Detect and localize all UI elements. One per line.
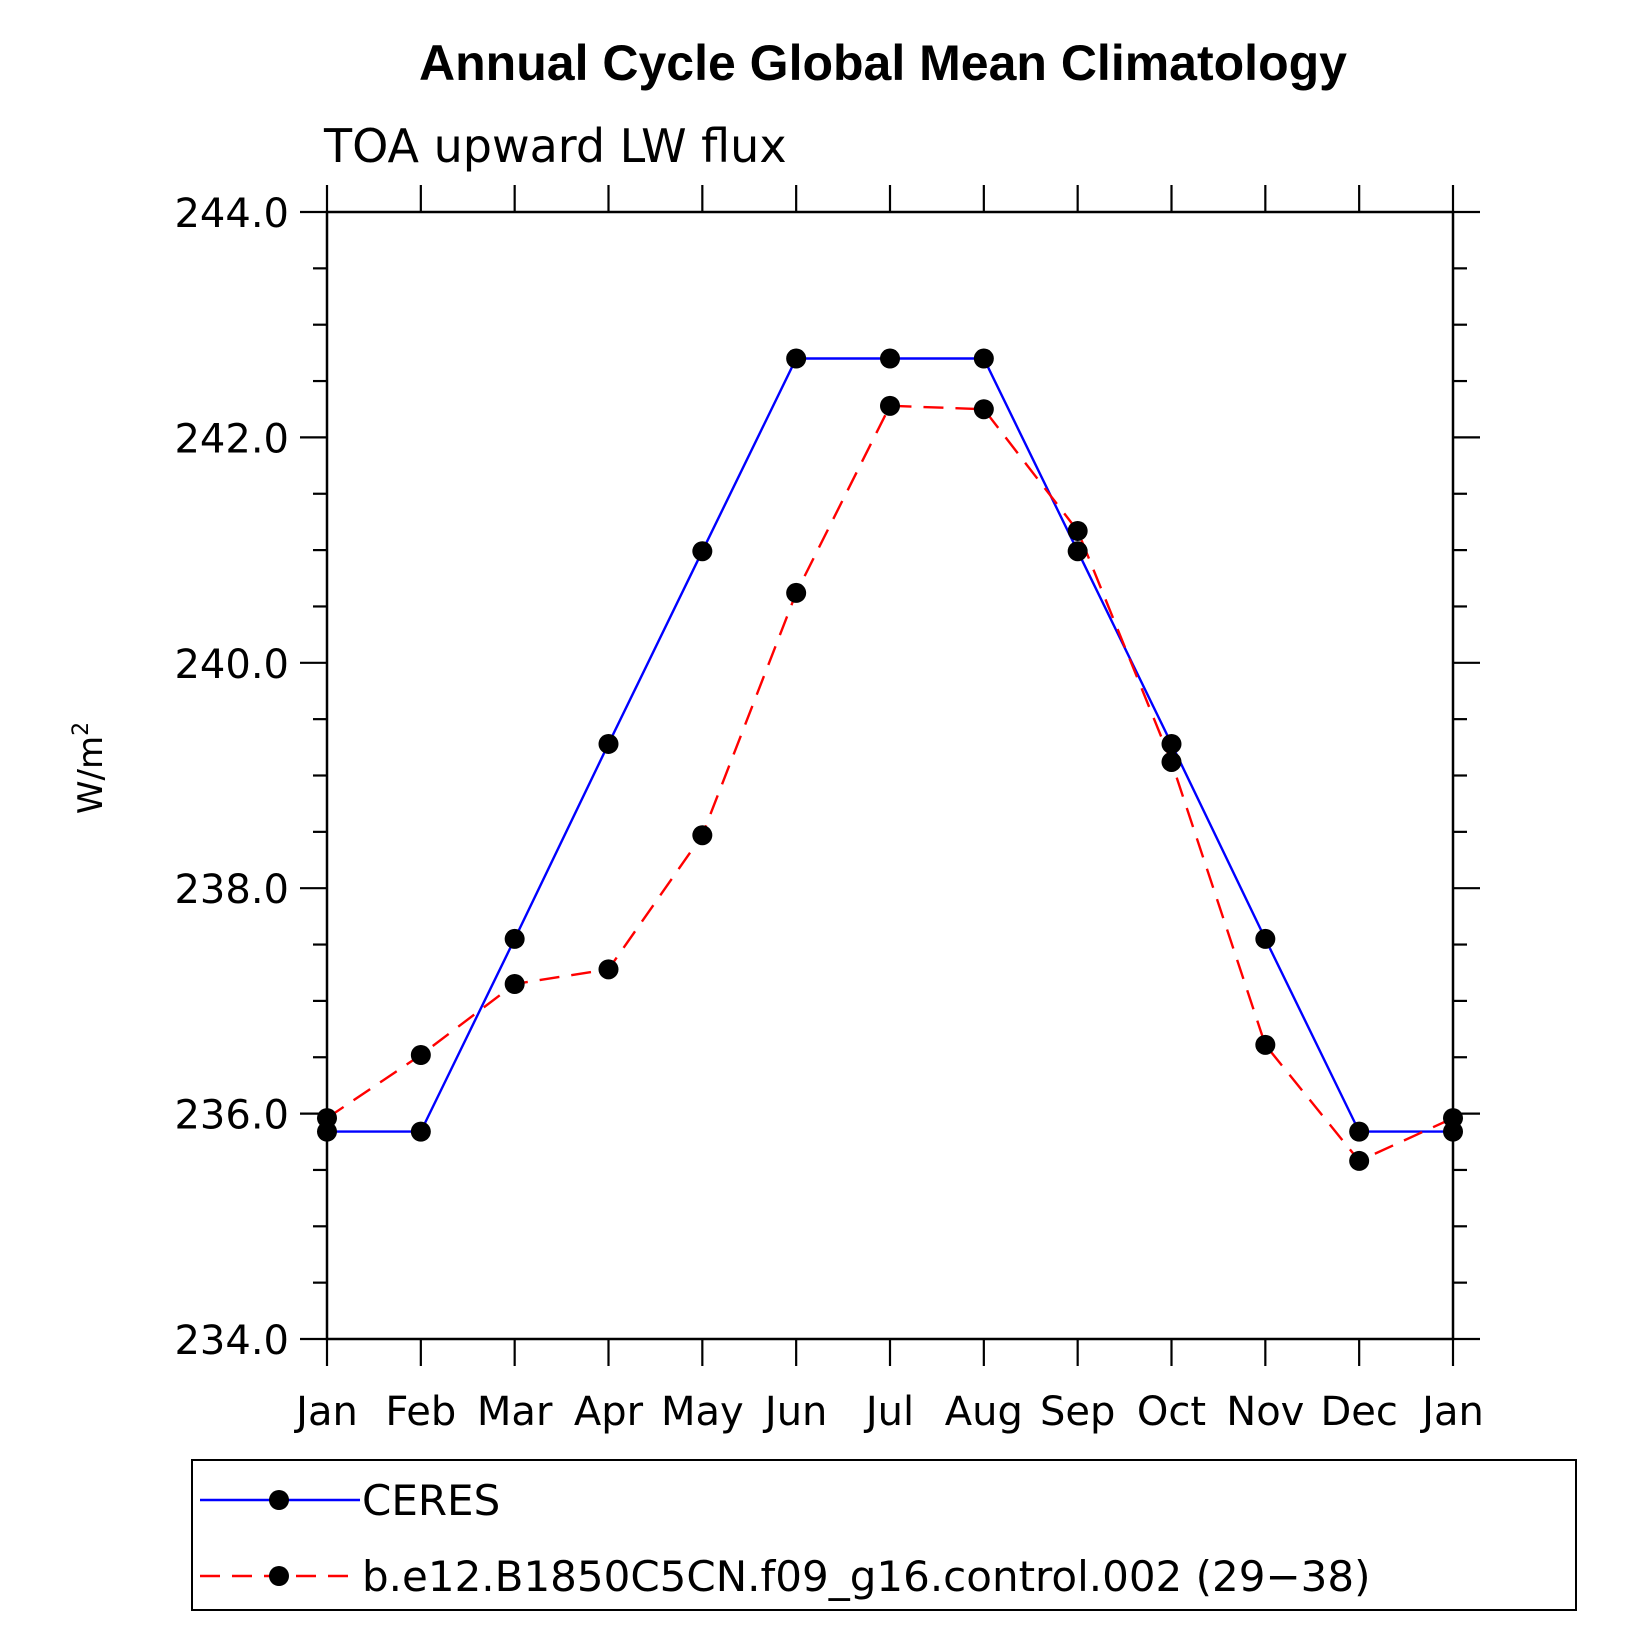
series-0-point	[973, 348, 994, 369]
x-tick-label: Jan	[1419, 1389, 1484, 1435]
plot-axes	[325, 210, 1455, 1341]
series-0-point	[880, 348, 900, 369]
series-1-point	[786, 582, 807, 603]
series-1-point	[1161, 751, 1182, 772]
series-1-point	[1443, 1108, 1463, 1129]
series-0-point	[1067, 541, 1088, 562]
series-1-point	[973, 399, 994, 420]
series-1-point	[1255, 1034, 1276, 1055]
series-0-point	[1349, 1121, 1370, 1142]
series-0-point	[692, 541, 713, 562]
x-tick-label: Apr	[574, 1389, 644, 1435]
x-tick-label: Jun	[762, 1389, 828, 1435]
y-tick-label: 236.0	[174, 1093, 289, 1139]
series-1-point	[504, 973, 525, 994]
legend-marker-model	[269, 1566, 289, 1586]
y-axis-label: W/m2	[69, 722, 111, 814]
axis-ticks	[300, 185, 1480, 1366]
series-1-point	[598, 959, 619, 980]
y-axis-label-unit: W/m	[71, 736, 111, 814]
plot-frame	[325, 210, 1455, 1341]
series-0-point	[1161, 733, 1182, 754]
series-layer	[317, 348, 1463, 1171]
x-tick-label: Jul	[863, 1389, 914, 1435]
x-tick-label: Sep	[1040, 1389, 1115, 1435]
x-tick-label: May	[661, 1389, 744, 1435]
legend-label-ceres: CERES	[362, 1476, 500, 1525]
y-tick-label: 242.0	[174, 416, 289, 462]
x-tick-label: Oct	[1137, 1389, 1206, 1435]
series-0-point	[504, 928, 525, 949]
series-1-point	[692, 825, 713, 846]
legend-marker-ceres	[269, 1490, 289, 1510]
series-0-point	[598, 733, 619, 754]
series-line-0	[327, 357, 1453, 1133]
legend: CERES b.e12.B1850C5CN.f09_g16.control.00…	[191, 1459, 1577, 1611]
series-0-point	[410, 1121, 431, 1142]
series-1-point	[880, 395, 900, 416]
series-1-point	[1067, 520, 1088, 541]
chart-title: Annual Cycle Global Mean Climatology	[419, 35, 1347, 91]
y-tick-label: 234.0	[174, 1318, 289, 1364]
series-1-point	[1349, 1150, 1370, 1171]
y-axis-label-exponent: 2	[69, 722, 94, 736]
x-tick-label: Feb	[385, 1389, 456, 1435]
x-tick-labels: Jan Feb Mar Apr May Jun Jul Aug Sep Oct Nov Dec Jan	[293, 1389, 1484, 1435]
legend-label-model: b.e12.B1850C5CN.f09_g16.control.002 (29−…	[362, 1552, 1370, 1601]
x-tick-label: Nov	[1226, 1389, 1304, 1435]
legend-box	[191, 1459, 1577, 1611]
x-tick-label: Aug	[945, 1389, 1023, 1435]
series-line-1	[326, 404, 1454, 1163]
x-tick-label: Mar	[477, 1389, 553, 1435]
y-tick-label: 238.0	[174, 867, 289, 913]
y-tick-label: 240.0	[174, 642, 289, 688]
series-1-point	[410, 1044, 431, 1065]
x-tick-label: Jan	[293, 1389, 358, 1435]
y-tick-label: 244.0	[174, 191, 289, 237]
chart-subtitle: TOA upward LW flux	[323, 119, 787, 173]
y-tick-labels: 234.0 236.0 238.0 240.0 242.0 244.0	[174, 191, 289, 1364]
x-tick-label: Dec	[1320, 1389, 1397, 1435]
series-0-point	[786, 348, 807, 369]
series-1-point	[317, 1108, 337, 1129]
series-0-point	[1255, 928, 1276, 949]
